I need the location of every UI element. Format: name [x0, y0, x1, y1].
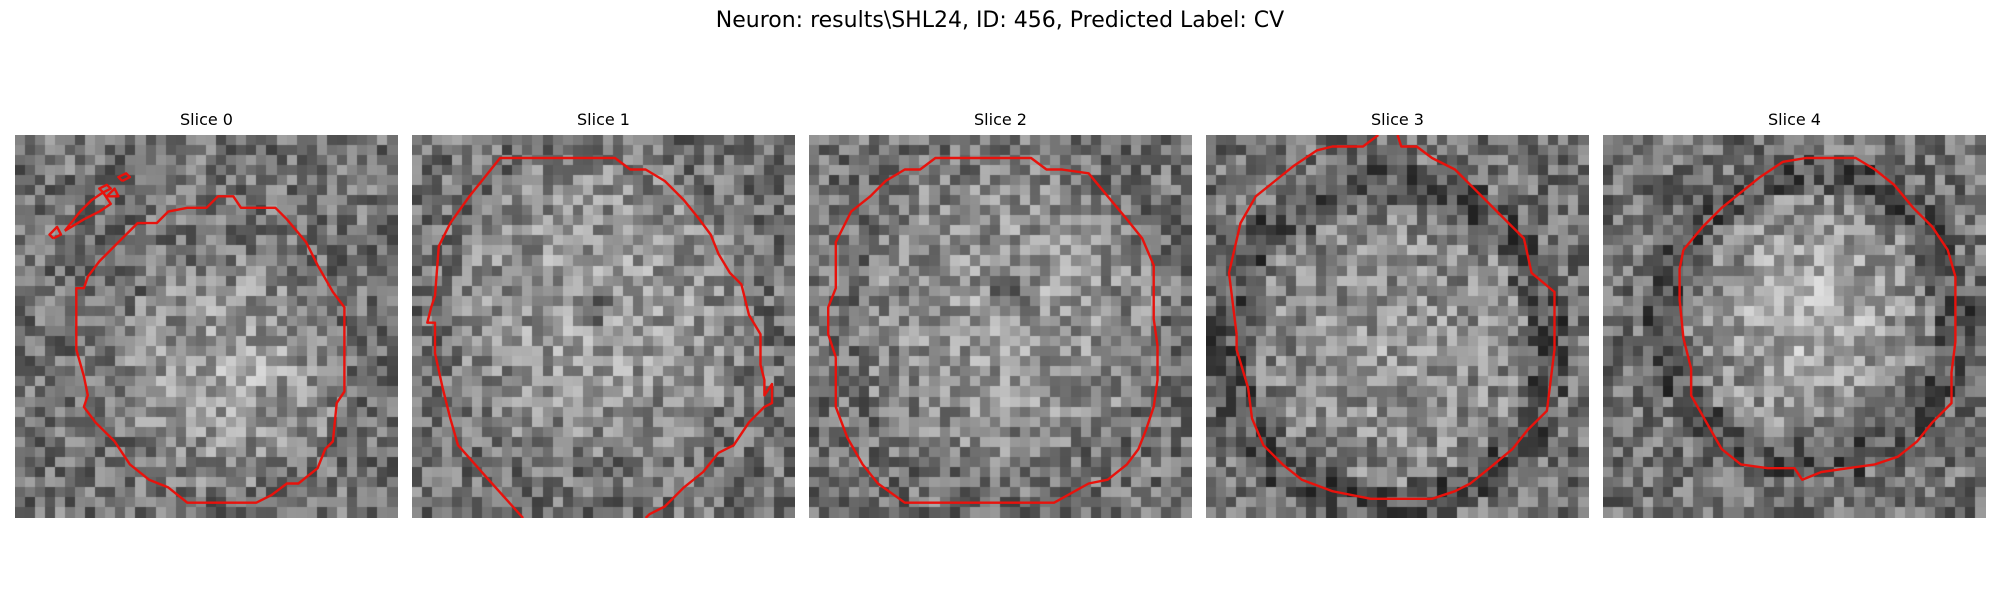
slice-contour-1: [426, 156, 774, 518]
slice-contour-2: [827, 156, 1159, 504]
contour-line-0-1: [63, 191, 113, 232]
contour-line-3-0: [1227, 135, 1380, 335]
slice-title-2: Slice 2: [974, 110, 1027, 129]
slice-title-0: Slice 0: [180, 110, 233, 129]
slice-panel-3: Slice 3: [1206, 108, 1589, 518]
contour-line-0-5: [106, 187, 120, 198]
contour-line-1-0: [426, 156, 774, 518]
slice-title-4: Slice 4: [1768, 110, 1821, 129]
slice-image-4: [1603, 135, 1986, 518]
slice-pixels-2: [809, 135, 1192, 518]
slice-panel-2: Slice 2: [809, 108, 1192, 518]
slice-contour-3: [1227, 135, 1556, 500]
contour-line-3-1: [1235, 135, 1556, 500]
slice-panel-4: Slice 4: [1603, 108, 1986, 518]
contour-line-0-3: [98, 183, 113, 194]
contour-line-2-0: [827, 156, 1159, 504]
slice-title-3: Slice 3: [1371, 110, 1424, 129]
slice-pixels-1: [412, 135, 795, 518]
contour-line-0-0: [75, 195, 346, 504]
contour-line-4-0: [1678, 156, 1957, 481]
slice-title-1: Slice 1: [577, 110, 630, 129]
slice-image-3: [1206, 135, 1589, 518]
slice-image-0: [15, 135, 398, 518]
figure-title: Neuron: results\SHL24, ID: 456, Predicte…: [715, 8, 1285, 33]
slice-image-2: [809, 135, 1192, 518]
slice-image-1: [412, 135, 795, 518]
contour-line-0-2: [48, 225, 63, 240]
slice-contour-4: [1678, 156, 1957, 481]
slice-pixels-0: [15, 135, 398, 518]
slice-pixels-4: [1603, 135, 1986, 518]
slice-panel-0: Slice 0: [15, 108, 398, 518]
slice-pixels-3: [1206, 135, 1589, 518]
slice-contour-0: [48, 172, 346, 504]
slice-panel-1: Slice 1: [412, 108, 795, 518]
contour-line-0-4: [117, 172, 132, 183]
